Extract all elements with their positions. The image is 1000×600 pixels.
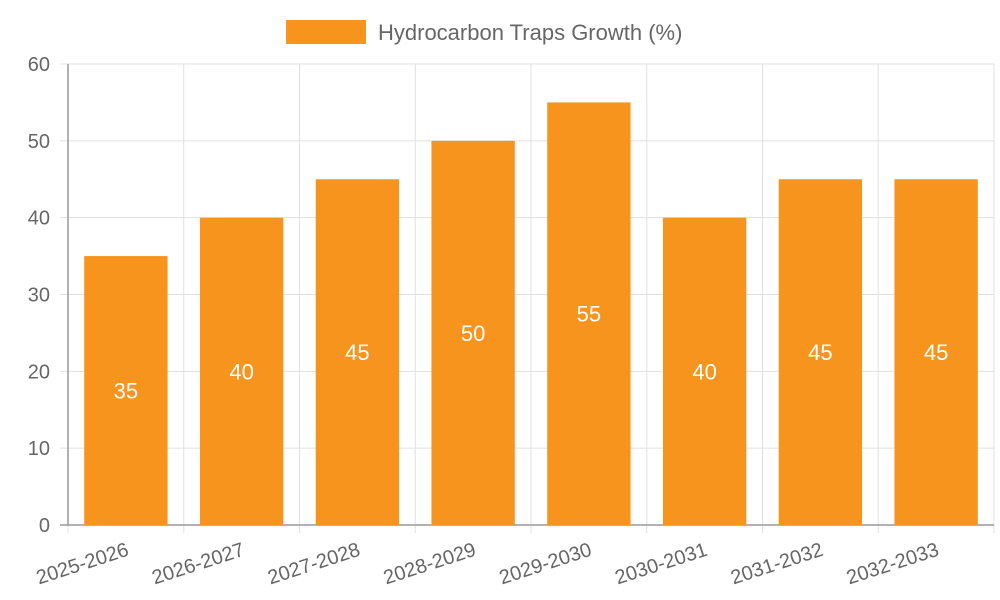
bar[interactable]: [431, 140, 515, 526]
data-label: 40: [692, 359, 716, 384]
x-tick-label: 2027-2028: [265, 539, 363, 589]
data-label: 50: [461, 321, 485, 346]
bar[interactable]: [199, 217, 284, 525]
y-axis-tick-labels: 0 10 20 30 40 50 60: [28, 54, 50, 537]
x-tick-label: 2031-2032: [728, 539, 826, 589]
y-tick-label: 10: [28, 438, 50, 460]
bar[interactable]: [894, 179, 978, 525]
data-label: 45: [345, 340, 369, 365]
data-label: 40: [229, 359, 253, 384]
data-label: 45: [924, 340, 948, 365]
legend-label: Hydrocarbon Traps Growth (%): [378, 20, 682, 45]
data-label: 35: [114, 379, 138, 404]
y-tick-label: 0: [39, 515, 50, 537]
y-tick-label: 50: [28, 131, 50, 153]
y-tick-label: 30: [28, 285, 50, 307]
y-tick-label: 60: [28, 54, 50, 76]
x-tick-label: 2026-2027: [149, 539, 247, 589]
y-tick-label: 20: [28, 361, 50, 383]
y-tick-label: 40: [28, 208, 50, 230]
x-tick-label: 2032-2033: [844, 539, 942, 589]
bar[interactable]: [547, 102, 631, 526]
data-label: 55: [577, 302, 601, 327]
x-tick-label: 2025-2026: [34, 539, 132, 589]
legend-swatch: [286, 20, 366, 44]
x-tick-label: 2028-2029: [381, 539, 479, 589]
bars: 35 40 45 50 55 40 45 45: [84, 102, 978, 526]
bar[interactable]: [778, 179, 863, 525]
bar[interactable]: [84, 256, 168, 525]
x-tick-label: 2029-2030: [497, 539, 595, 589]
x-tick-label: 2030-2031: [612, 539, 710, 589]
legend[interactable]: Hydrocarbon Traps Growth (%): [286, 20, 682, 45]
data-label: 45: [808, 340, 832, 365]
x-axis-tick-labels: 2025-2026 2026-2027 2027-2028 2028-2029 2029…: [34, 539, 942, 589]
bar[interactable]: [315, 179, 400, 525]
bar[interactable]: [662, 217, 747, 525]
